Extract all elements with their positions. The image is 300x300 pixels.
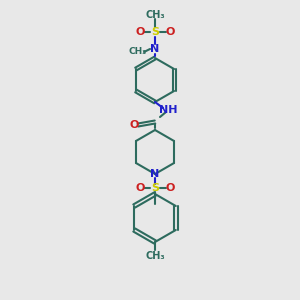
Text: S: S <box>151 183 159 193</box>
Text: O: O <box>165 27 175 37</box>
Text: N: N <box>150 169 160 179</box>
Text: O: O <box>135 27 145 37</box>
Text: CH₃: CH₃ <box>145 251 165 261</box>
Text: NH: NH <box>159 105 177 115</box>
Text: CH₃: CH₃ <box>145 10 165 20</box>
Text: N: N <box>150 44 160 54</box>
Text: S: S <box>151 27 159 37</box>
Text: O: O <box>165 183 175 193</box>
Text: O: O <box>135 183 145 193</box>
Text: CH₃: CH₃ <box>129 47 147 56</box>
Text: O: O <box>129 120 139 130</box>
